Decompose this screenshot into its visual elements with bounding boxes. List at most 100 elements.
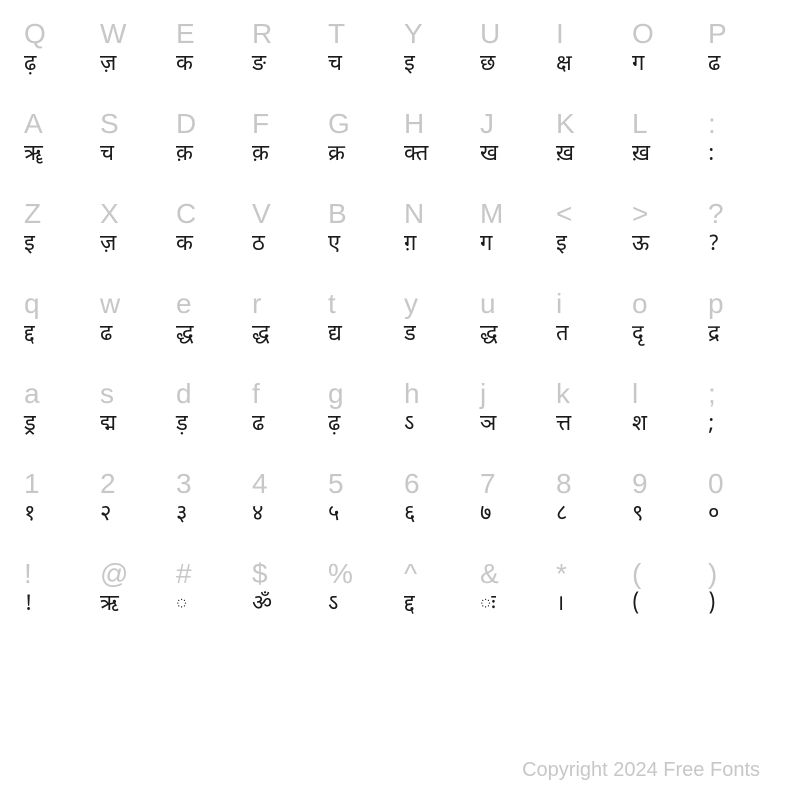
key-label: * — [556, 560, 567, 594]
glyph-label: ५ — [328, 504, 339, 534]
key-label: 5 — [328, 470, 344, 504]
key-label: K — [556, 110, 575, 144]
key-label: u — [480, 290, 496, 324]
glyph-label: द्र — [708, 324, 720, 354]
copyright-footer: Copyright 2024 Free Fonts — [522, 759, 760, 782]
glyph-label: ढ़ — [24, 54, 36, 84]
key-label: 0 — [708, 470, 724, 504]
char-cell: qद्द — [20, 290, 96, 380]
key-label: : — [708, 110, 716, 144]
char-cell: Iक्ष — [552, 20, 628, 110]
glyph-label: क्र — [328, 144, 345, 174]
key-label: 6 — [404, 470, 420, 504]
key-label: q — [24, 290, 40, 324]
key-label: h — [404, 380, 420, 414]
glyph-label: ? — [708, 234, 719, 264]
glyph-label: ८ — [556, 504, 567, 534]
key-label: % — [328, 560, 353, 594]
char-cell: 7७ — [476, 470, 552, 560]
char-cell: Bए — [324, 200, 400, 290]
char-cell: oदृ — [628, 290, 704, 380]
key-label: t — [328, 290, 336, 324]
char-cell: 2२ — [96, 470, 172, 560]
char-cell: #◌ — [172, 560, 248, 650]
key-label: R — [252, 20, 272, 54]
glyph-label: ठ — [252, 234, 265, 264]
glyph-label: इ — [404, 54, 415, 84]
key-label: 1 — [24, 470, 40, 504]
glyph-label: द्य — [328, 324, 342, 354]
glyph-label: क — [176, 54, 193, 84]
char-cell: (( — [628, 560, 704, 650]
glyph-label: ढ — [100, 324, 112, 354]
char-cell: *। — [552, 560, 628, 650]
char-cell: jञ — [476, 380, 552, 470]
key-label: j — [480, 380, 486, 414]
key-label: ; — [708, 380, 716, 414]
char-cell: @ऋ — [96, 560, 172, 650]
char-cell: 3३ — [172, 470, 248, 560]
glyph-label: द्द — [24, 324, 35, 354]
key-label: & — [480, 560, 499, 594]
glyph-label: श — [632, 414, 647, 444]
key-label: N — [404, 200, 424, 234]
key-label: P — [708, 20, 727, 54]
key-label: a — [24, 380, 40, 414]
key-label: l — [632, 380, 638, 414]
glyph-label: ढ़ — [328, 414, 340, 444]
character-map-grid: Qढ़Wज़EकRङTचYइUछIक्षOगPढAॠSचDक़Fक़Gक्रHक… — [20, 20, 780, 650]
char-cell: Cक — [172, 200, 248, 290]
char-cell: uद्ध — [476, 290, 552, 380]
glyph-label: च — [100, 144, 114, 174]
char-cell: Tच — [324, 20, 400, 110]
glyph-label: ग — [480, 234, 492, 264]
char-cell: hऽ — [400, 380, 476, 470]
char-cell: Sच — [96, 110, 172, 200]
char-cell: dड़ — [172, 380, 248, 470]
char-cell: sद्म — [96, 380, 172, 470]
key-label: g — [328, 380, 344, 414]
char-cell: 0० — [704, 470, 780, 560]
glyph-label: क्त — [404, 144, 428, 174]
char-cell: ;; — [704, 380, 780, 470]
key-label: 7 — [480, 470, 496, 504]
key-label: ^ — [404, 560, 417, 594]
char-cell: aड्र — [20, 380, 96, 470]
char-cell: Fक़ — [248, 110, 324, 200]
char-cell: 4४ — [248, 470, 324, 560]
glyph-label: त — [556, 324, 569, 354]
char-cell: Xज़ — [96, 200, 172, 290]
key-label: Q — [24, 20, 46, 54]
char-cell: Rङ — [248, 20, 324, 110]
key-label: I — [556, 20, 564, 54]
glyph-label: ड्र — [24, 414, 36, 444]
char-cell: Aॠ — [20, 110, 96, 200]
glyph-label: ऊ — [632, 234, 649, 264]
glyph-label: छ — [480, 54, 495, 84]
char-cell: !! — [20, 560, 96, 650]
char-cell: lश — [628, 380, 704, 470]
key-label: ( — [632, 560, 641, 594]
key-label: 3 — [176, 470, 192, 504]
key-label: B — [328, 200, 347, 234]
key-label: G — [328, 110, 350, 144]
char-cell: :: — [704, 110, 780, 200]
char-cell: Gक्र — [324, 110, 400, 200]
char-cell: Jख — [476, 110, 552, 200]
glyph-label: ॠ — [24, 144, 43, 174]
key-label: ! — [24, 560, 32, 594]
key-label: H — [404, 110, 424, 144]
char-cell: Wज़ — [96, 20, 172, 110]
char-cell: Lख़ — [628, 110, 704, 200]
key-label: @ — [100, 560, 128, 594]
glyph-label: ; — [708, 414, 714, 444]
glyph-label: द्ध — [252, 324, 270, 354]
char-cell: Qढ़ — [20, 20, 96, 110]
char-cell: Zइ — [20, 200, 96, 290]
key-label: O — [632, 20, 654, 54]
char-cell: Uछ — [476, 20, 552, 110]
key-label: > — [632, 200, 648, 234]
glyph-label: ञ — [480, 414, 496, 444]
glyph-label: ढ — [708, 54, 720, 84]
key-label: T — [328, 20, 345, 54]
